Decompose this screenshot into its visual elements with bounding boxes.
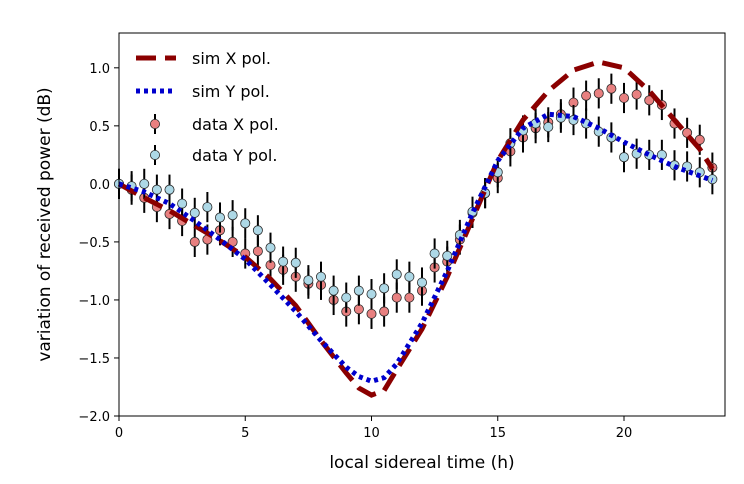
legend-data-x-pol-marker — [149, 119, 160, 130]
data-y-pol-point — [328, 285, 339, 296]
data-y-pol-point — [177, 198, 188, 209]
data-y-pol-point — [404, 271, 415, 282]
y-axis-label: variation of received power (dB) — [35, 87, 55, 361]
legend-data-y-pol-label: data Y pol. — [192, 146, 277, 165]
data-y-pol-point — [151, 184, 162, 195]
x-axis-label: local sidereal time (h) — [329, 453, 514, 473]
data-y-pol-point — [366, 289, 377, 300]
x-tick-label: 20 — [616, 426, 633, 441]
y-tick-label: −1.0 — [78, 294, 110, 309]
x-tick-label: 5 — [241, 426, 249, 441]
data-y-pol-point — [442, 250, 453, 261]
data-x-pol-point — [606, 83, 617, 94]
data-x-pol-point — [391, 292, 402, 303]
data-x-pol-point — [252, 246, 263, 257]
data-x-pol-point — [189, 236, 200, 247]
legend: sim X pol. sim Y pol. data X pol. data Y po… — [136, 49, 279, 165]
y-tick-label: 0.5 — [89, 120, 110, 135]
data-x-pol-point — [379, 306, 390, 317]
data-x-pol-point — [593, 88, 604, 99]
data-y-pol-point — [164, 184, 175, 195]
data-x-pol-point — [644, 95, 655, 106]
legend-data-y-pol-marker — [149, 149, 160, 160]
data-y-pol-point — [315, 271, 326, 282]
x-tick-label: 0 — [115, 426, 123, 441]
data-y-pol-point — [139, 178, 150, 189]
data-y-pol-point — [227, 210, 238, 221]
data-x-pol-point — [581, 90, 592, 101]
plot-area — [114, 59, 718, 398]
y-tick-label: −1.5 — [78, 352, 110, 367]
data-y-pol-point — [416, 277, 427, 288]
data-y-pol-point — [252, 225, 263, 236]
legend-sim-x-pol-label: sim X pol. — [192, 49, 271, 68]
x-tick-label: 10 — [363, 426, 380, 441]
data-y-pol-point — [265, 242, 276, 253]
data-x-pol-point — [694, 134, 705, 145]
data-y-pol-point — [278, 256, 289, 267]
data-y-pol-point — [379, 283, 390, 294]
data-x-pol-point — [619, 92, 630, 103]
data-y-pol-point — [619, 152, 630, 163]
plot-frame — [118, 32, 726, 417]
data-y-pol-point — [353, 285, 364, 296]
data-y-pol-point — [341, 292, 352, 303]
legend-data-x-pol-label: data X pol. — [192, 115, 279, 134]
y-tick-label: −2.0 — [78, 410, 110, 425]
data-y-pol-point — [214, 212, 225, 223]
data-x-pol-point — [404, 292, 415, 303]
y-tick-label: −0.5 — [78, 236, 110, 251]
data-y-pol-point — [303, 275, 314, 286]
sim-x-pol-line — [117, 59, 715, 398]
legend-sim-y-pol-label: sim Y pol. — [192, 82, 270, 101]
y-tick-label: 1.0 — [89, 62, 110, 77]
data-y-pol-point — [429, 248, 440, 259]
data-y-pol-point — [543, 122, 554, 133]
data-y-pol-point — [189, 207, 200, 218]
data-x-pol-point — [353, 304, 364, 315]
data-y-pol-point — [391, 269, 402, 280]
y-tick-label: 0.0 — [89, 178, 110, 193]
data-y-pol-point — [290, 257, 301, 268]
axes: 0 5 10 15 20 −2.0 −1.5 −1.0 −0.5 0.0 0.5 1.0 — [78, 62, 632, 441]
data-y-pol-point — [202, 202, 213, 213]
data-y-pol-point — [240, 218, 251, 229]
data-x-pol-point — [366, 308, 377, 319]
x-tick-label: 15 — [489, 426, 506, 441]
data-x-pol-point — [631, 89, 642, 100]
